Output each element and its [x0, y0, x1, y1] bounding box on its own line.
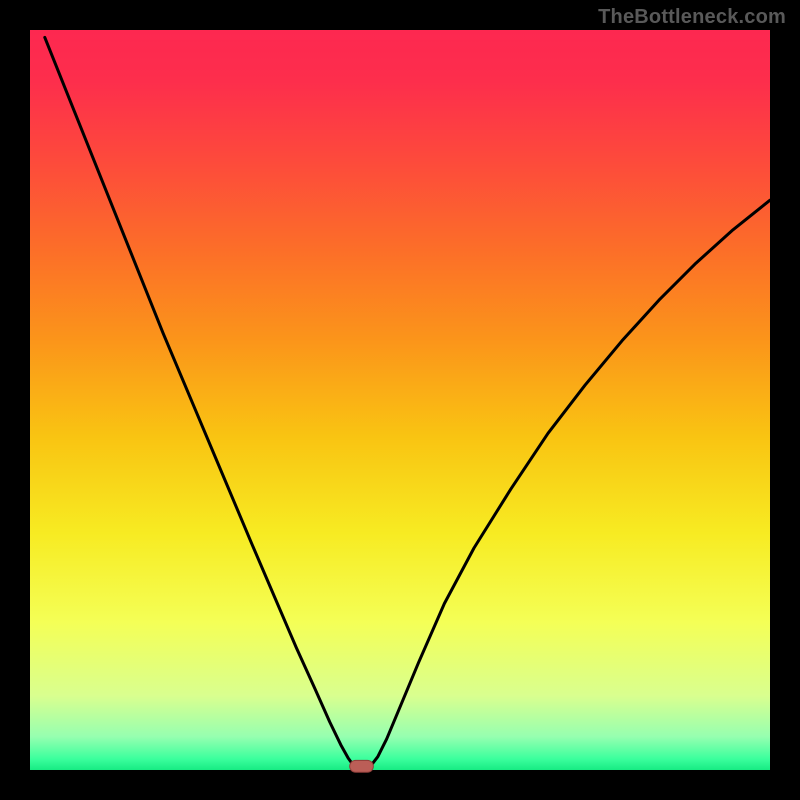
chart-frame: TheBottleneck.com	[0, 0, 800, 800]
bottleneck-chart-svg	[0, 0, 800, 800]
watermark-text: TheBottleneck.com	[598, 6, 786, 29]
optimal-point-marker	[350, 760, 374, 772]
chart-plot-background	[30, 30, 770, 770]
